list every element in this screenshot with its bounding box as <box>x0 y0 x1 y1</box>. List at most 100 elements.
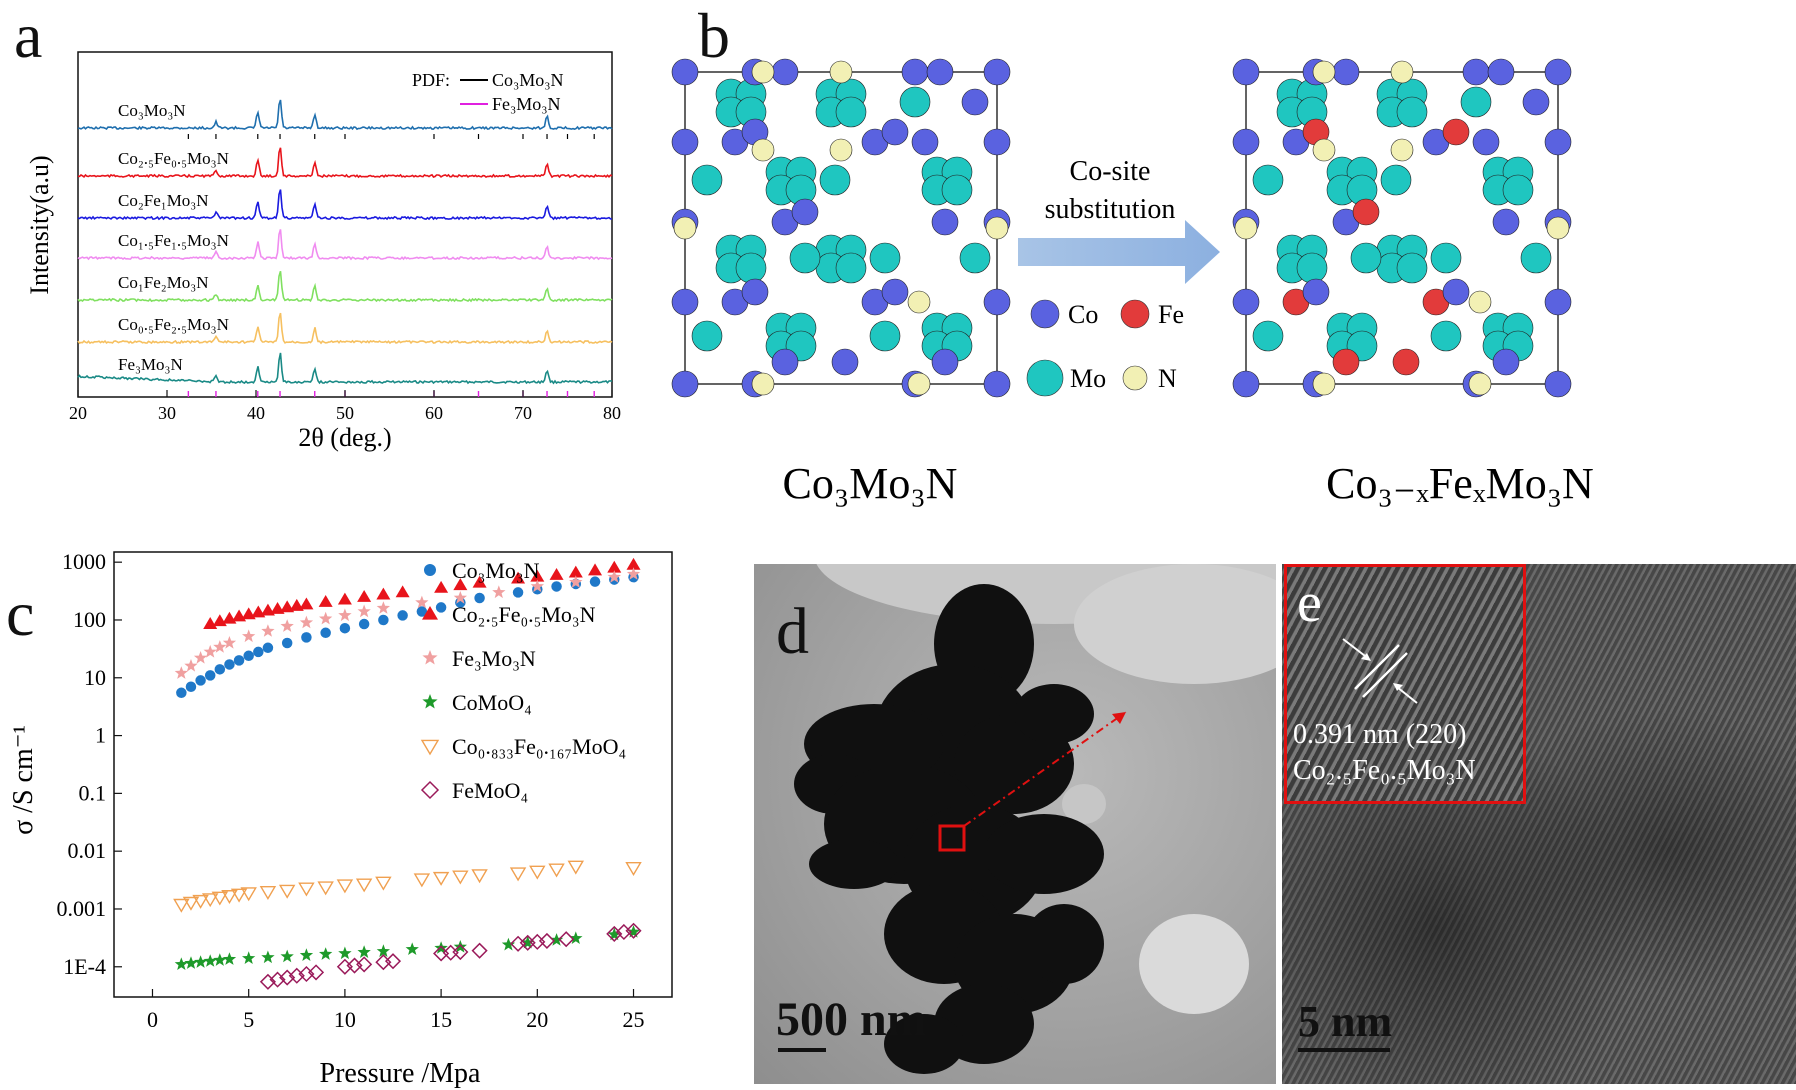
data-point <box>241 607 256 620</box>
data-point <box>548 863 565 878</box>
mo-atom <box>899 86 931 118</box>
n-atom <box>1312 138 1336 162</box>
lattice-co3mo3n <box>671 58 1011 398</box>
xrd-xtick-label: 50 <box>336 403 354 423</box>
caption-left: Co₃Mo₃N <box>783 459 958 508</box>
co-atom <box>1462 58 1490 86</box>
arrow-text-1: Co-site <box>1070 156 1151 187</box>
data-point <box>384 953 402 970</box>
co-atom <box>771 58 799 86</box>
n-atom <box>829 60 853 84</box>
panel-b-letter: b <box>698 0 730 71</box>
phase-label: Co₂.₅Fe₀.₅Mo₃N <box>1293 755 1476 786</box>
data-point <box>355 878 373 893</box>
fe-atom <box>1352 198 1380 226</box>
data-point <box>240 887 257 902</box>
legend-co: Co <box>1068 300 1098 329</box>
data-point <box>509 867 527 882</box>
data-point <box>472 575 487 588</box>
data-point <box>471 869 488 884</box>
lattice-spacing-label: 0.391 nm (220) <box>1293 719 1467 750</box>
data-point <box>452 943 469 961</box>
co-atom <box>1302 278 1330 306</box>
fe-atom <box>1392 348 1420 376</box>
data-point <box>558 931 575 948</box>
co-atom <box>983 370 1011 398</box>
n-atom <box>1234 216 1258 240</box>
tem-image: d 500 nm <box>754 564 1276 1084</box>
data-point <box>395 585 410 598</box>
data-point <box>357 589 372 602</box>
xrd-trace <box>77 189 613 221</box>
xrd-trace-label: Co₀.₅Fe₂.₅Mo₃N <box>118 315 229 334</box>
co-atom <box>926 58 954 86</box>
data-point <box>607 927 621 941</box>
data-point <box>301 632 312 643</box>
cond-xtick-label: 0 <box>147 1007 158 1032</box>
data-point <box>233 655 245 666</box>
data-point <box>261 950 275 964</box>
data-point <box>259 973 276 990</box>
data-point <box>299 948 314 961</box>
cond-ytick-label: 1 <box>95 723 106 748</box>
data-point <box>174 666 188 679</box>
data-point <box>279 969 296 986</box>
data-point <box>357 945 371 958</box>
data-point <box>626 567 641 580</box>
cond-xtick-label: 25 <box>623 1007 645 1032</box>
mo-atom <box>691 320 723 352</box>
data-point <box>307 964 325 981</box>
n-atom <box>1390 60 1414 84</box>
data-point <box>424 564 436 576</box>
data-point <box>318 594 333 607</box>
legend-mo: Mo <box>1070 364 1106 393</box>
cond-legend-label: Fe₃Mo₃N <box>452 646 536 671</box>
data-point <box>538 932 555 949</box>
legend-n: N <box>1158 364 1177 393</box>
data-point <box>192 894 209 909</box>
conductivity-ylabel: σ /S cm⁻¹ <box>8 725 39 835</box>
mo-atom <box>959 242 991 274</box>
data-point <box>589 576 601 587</box>
mo-atom <box>1296 252 1328 284</box>
data-point <box>512 587 524 598</box>
series <box>174 925 641 970</box>
n-atom <box>1546 216 1570 240</box>
co-atom <box>1442 278 1470 306</box>
legend-fe: Fe <box>1158 300 1184 329</box>
n-atom <box>1312 372 1336 396</box>
co-atom <box>791 198 819 226</box>
series <box>173 860 642 913</box>
data-point <box>211 891 229 906</box>
data-point <box>213 953 227 966</box>
xrd-trace <box>77 270 613 303</box>
caption-right: Co₃₋ₓFeₓMo₃N <box>1326 459 1594 508</box>
xrd-trace <box>77 99 613 131</box>
data-point <box>422 694 438 709</box>
data-point <box>193 651 208 664</box>
data-point <box>269 971 286 988</box>
data-point <box>375 876 392 891</box>
co-atom <box>1332 58 1360 86</box>
co-atom <box>1492 348 1520 376</box>
hrtem-scale-bar <box>1298 1048 1390 1052</box>
cond-legend-label: CoMoO₄ <box>452 690 532 715</box>
xrd-xtick-label: 70 <box>514 403 532 423</box>
hrtem-inset: e 0.391 nm (220) Co₂.₅Fe₀.₅Mo₃N <box>1284 564 1526 804</box>
data-point <box>214 664 226 675</box>
co-atom <box>741 278 769 306</box>
xrd-xlabel: 2θ (deg.) <box>298 423 391 452</box>
co-atom <box>1232 370 1260 398</box>
data-point <box>625 922 642 939</box>
data-point <box>204 670 216 681</box>
mo-atom <box>691 164 723 196</box>
data-point <box>397 610 408 621</box>
co-atom <box>983 288 1011 316</box>
xrd-xtick-label: 60 <box>425 403 443 423</box>
xrd-trace-label: Co₁.₅Fe₁.₅Mo₃N <box>118 231 229 250</box>
data-point <box>453 578 468 591</box>
mo-atom <box>1502 174 1534 206</box>
data-point <box>432 871 450 886</box>
data-point <box>289 598 304 611</box>
substitution-arrow <box>1018 220 1220 284</box>
